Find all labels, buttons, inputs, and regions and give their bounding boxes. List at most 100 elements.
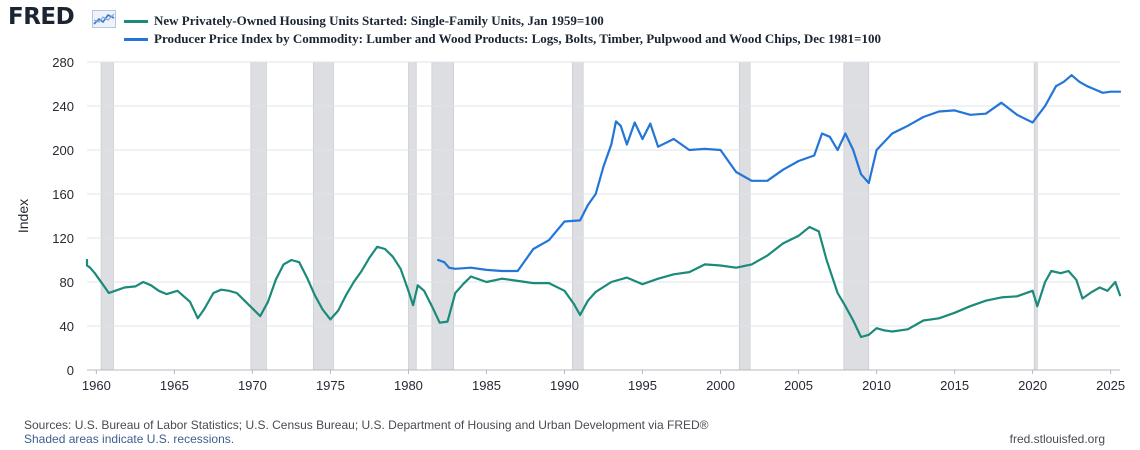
data-point-lumber-ppi	[437, 259, 439, 261]
data-point-lumber-ppi	[501, 270, 503, 272]
data-point-housing-starts	[1119, 294, 1121, 297]
data-point-housing-starts	[891, 330, 894, 333]
recession-band	[843, 61, 870, 371]
data-point-housing-starts	[641, 283, 644, 286]
data-point-housing-starts	[547, 282, 550, 284]
data-point-housing-starts	[1098, 286, 1101, 289]
recession-band	[100, 61, 114, 371]
data-point-housing-starts	[883, 329, 886, 332]
data-point-housing-starts	[407, 289, 410, 292]
data-point-housing-starts	[836, 292, 839, 294]
data-point-housing-starts	[103, 285, 106, 288]
data-point-housing-starts	[235, 292, 238, 294]
data-point-housing-starts	[86, 259, 88, 261]
data-point-lumber-ppi	[867, 182, 870, 184]
data-point-lumber-ppi	[735, 171, 738, 173]
data-point-housing-starts	[860, 336, 862, 338]
data-point-lumber-ppi	[1101, 91, 1104, 94]
data-point-housing-starts	[150, 284, 152, 287]
legend-item-lumber-ppi[interactable]: Producer Price Index by Commodity: Lumbe…	[124, 30, 881, 48]
data-point-housing-starts	[469, 275, 472, 278]
data-point-housing-starts	[688, 271, 691, 273]
data-point-lumber-ppi	[1000, 101, 1003, 104]
legend-swatch-lumber-ppi	[124, 37, 148, 41]
y-tick-label: 120	[52, 231, 74, 246]
data-point-lumber-ppi	[782, 168, 784, 171]
data-point-housing-starts	[267, 300, 269, 303]
data-point-housing-starts	[290, 259, 293, 261]
legend-label-housing-starts: New Privately-Owned Housing Units Starte…	[154, 13, 604, 28]
data-point-housing-starts	[766, 254, 769, 257]
data-point-housing-starts	[123, 286, 126, 289]
data-point-housing-starts	[532, 282, 535, 284]
data-point-housing-starts	[176, 289, 179, 292]
data-point-lumber-ppi	[1078, 80, 1081, 83]
data-point-housing-starts	[657, 277, 660, 280]
data-point-housing-starts	[610, 281, 613, 283]
data-point-housing-starts	[274, 278, 277, 281]
data-point-housing-starts	[360, 270, 363, 272]
data-point-housing-starts	[446, 320, 449, 323]
y-tick-label: 280	[52, 55, 74, 70]
data-point-housing-starts	[852, 319, 855, 322]
data-point-lumber-ppi	[657, 145, 660, 148]
data-point-lumber-ppi	[1086, 85, 1089, 88]
series-line-lumber-ppi[interactable]	[437, 74, 1122, 273]
data-point-housing-starts	[1036, 305, 1039, 308]
data-point-lumber-ppi	[485, 269, 488, 271]
data-point-housing-starts	[220, 288, 223, 291]
site-url[interactable]: fred.stlouisfed.org	[1009, 432, 1105, 446]
x-tick-label: 1995	[628, 378, 657, 393]
x-tick-label: 1985	[472, 378, 501, 393]
data-point-housing-starts	[203, 308, 205, 311]
data-point-lumber-ppi	[594, 193, 597, 195]
data-point-housing-starts	[93, 272, 96, 275]
data-point-housing-starts	[157, 289, 160, 292]
data-point-housing-starts	[817, 230, 820, 233]
data-point-lumber-ppi	[579, 219, 581, 222]
data-point-lumber-ppi	[619, 124, 622, 127]
series-line-housing-starts[interactable]	[85, 225, 1122, 339]
data-point-housing-starts	[1091, 291, 1093, 293]
data-point-housing-starts	[969, 305, 972, 308]
data-point-lumber-ppi	[1109, 90, 1112, 93]
data-point-housing-starts	[134, 285, 137, 288]
x-tick-label: 2015	[940, 378, 969, 393]
chart-area[interactable]: 0 40 80 120 160 200 240 280 1960 1965 1970 1975 1980…	[0, 0, 1140, 410]
data-point-housing-starts	[114, 289, 116, 292]
data-point-lumber-ppi	[719, 149, 722, 151]
recession-note: Shaded areas indicate U.S. recessions.	[24, 432, 235, 446]
fred-logo[interactable]: FRED	[8, 4, 75, 30]
data-point-lumber-ppi	[602, 165, 605, 168]
data-point-housing-starts	[259, 315, 262, 317]
x-tick-label: 1975	[316, 378, 345, 393]
data-point-lumber-ppi	[443, 261, 446, 264]
data-point-lumber-ppi	[704, 148, 706, 150]
data-point-housing-starts	[563, 289, 566, 292]
legend-item-housing-starts[interactable]: New Privately-Owned Housing Units Starte…	[124, 12, 604, 30]
data-point-housing-starts	[750, 263, 753, 266]
recession-band	[431, 61, 454, 371]
data-point-housing-starts	[1075, 278, 1078, 281]
data-point-housing-starts	[251, 307, 254, 310]
data-point-housing-starts	[337, 309, 340, 312]
data-point-housing-starts	[704, 263, 706, 266]
data-point-lumber-ppi	[906, 124, 909, 127]
data-point-lumber-ppi	[1044, 105, 1046, 107]
x-tick-label: 1980	[394, 378, 423, 393]
x-tick-label: 2020	[1018, 378, 1047, 393]
data-point-housing-starts	[98, 278, 101, 281]
data-point-housing-starts	[399, 267, 402, 270]
data-point-housing-starts	[391, 255, 394, 258]
data-point-housing-starts	[454, 292, 457, 294]
data-point-housing-starts	[1067, 270, 1070, 272]
data-point-lumber-ppi	[797, 160, 800, 162]
data-point-lumber-ppi	[563, 220, 566, 223]
data-point-housing-starts	[142, 281, 145, 283]
data-point-housing-starts	[1031, 289, 1034, 292]
data-point-lumber-ppi	[984, 112, 987, 115]
legend-swatch-housing-starts	[124, 19, 148, 23]
data-point-lumber-ppi	[844, 132, 847, 135]
data-point-lumber-ppi	[610, 143, 613, 146]
data-point-housing-starts	[516, 280, 519, 282]
